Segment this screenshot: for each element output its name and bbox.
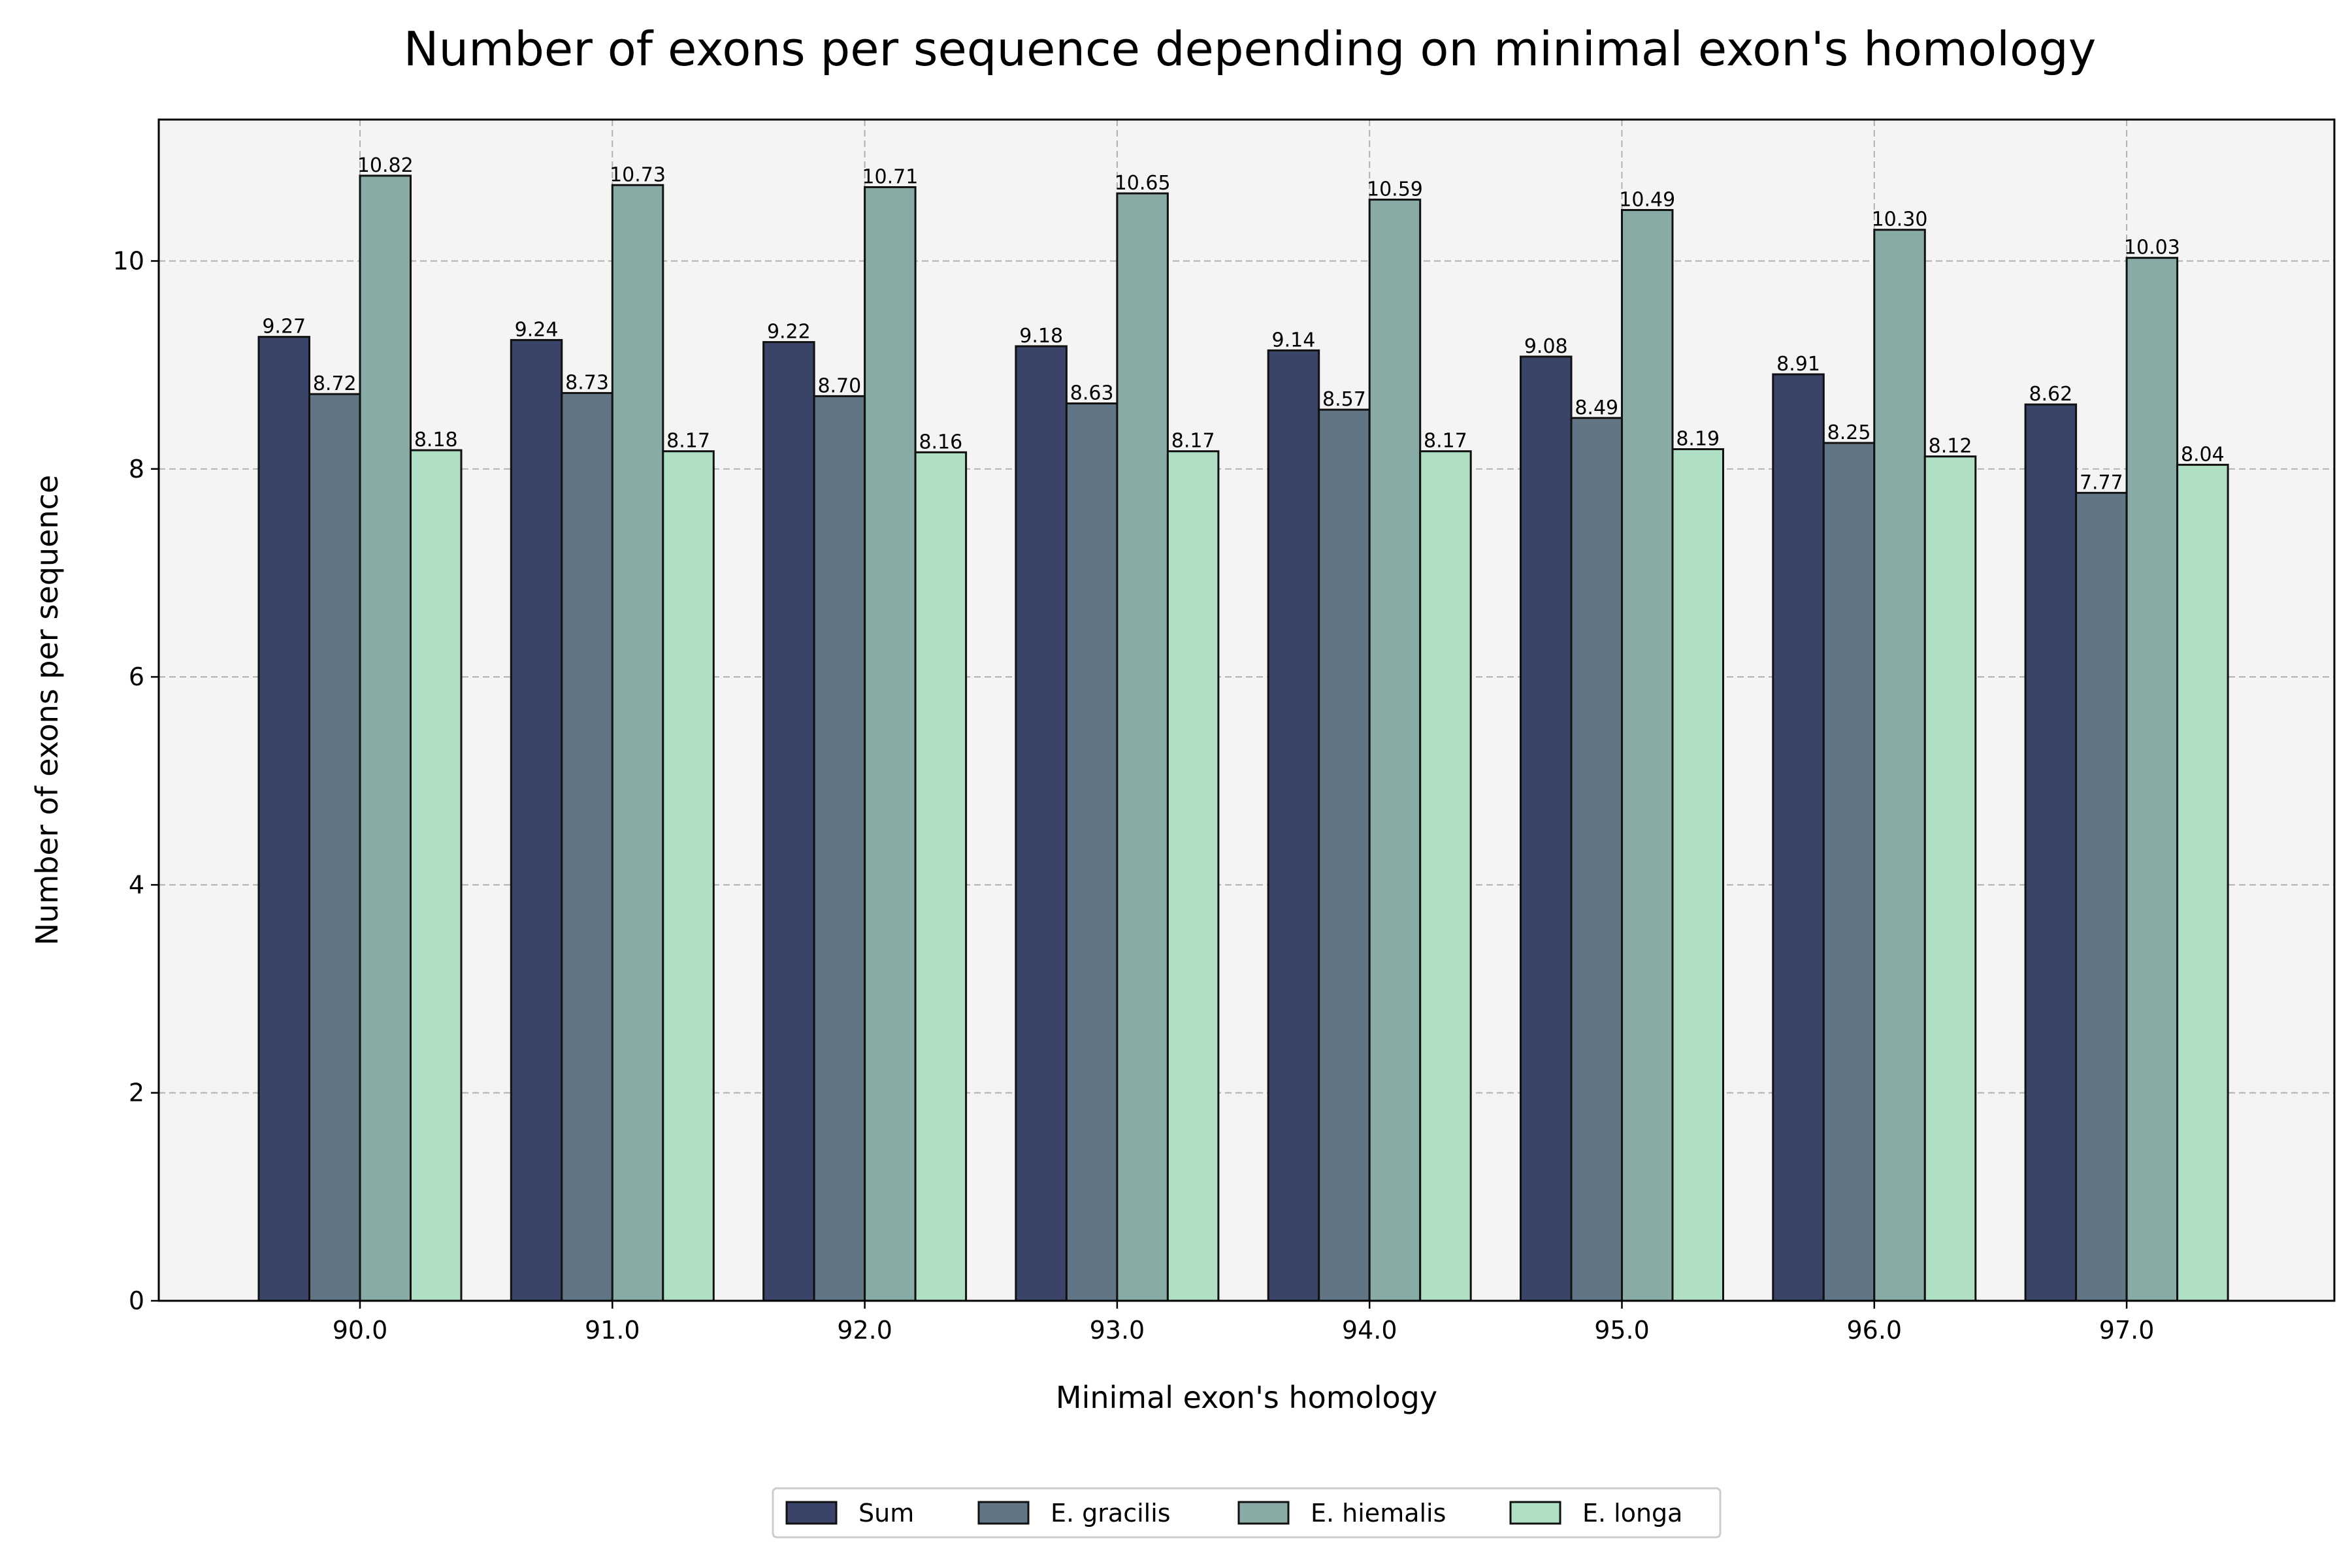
bar (1822, 442, 1876, 1302)
bar (1116, 192, 1169, 1302)
bar (1318, 408, 1371, 1302)
x-tick-label: 90.0 (333, 1316, 388, 1345)
bar-value-label: 7.77 (2080, 471, 2123, 494)
x-axis-ticks: 90.0 91.0 92.0 93.0 94.0 95.0 96.0 97.0 (333, 1301, 2155, 1345)
bar-value-label: 8.16 (919, 431, 962, 453)
bar (914, 451, 968, 1302)
bar-value-label: 8.63 (1070, 382, 1114, 404)
x-tick-label: 96.0 (1846, 1316, 1902, 1345)
bar (762, 341, 815, 1302)
bar (864, 186, 917, 1302)
bar (410, 449, 463, 1302)
bar (2024, 403, 2078, 1302)
bar-value-label: 9.08 (1524, 335, 1568, 358)
bar (1419, 450, 1472, 1302)
bar (813, 395, 866, 1302)
y-axis-label: Number of exons per sequence (29, 475, 65, 945)
plot-frame (157, 118, 2336, 1302)
bar-value-label: 9.14 (1272, 329, 1316, 351)
bar-value-label: 8.04 (2181, 443, 2225, 466)
y-tick-label: 8 (129, 455, 144, 483)
bar-value-label: 8.17 (1171, 430, 1215, 453)
bar (2125, 257, 2179, 1302)
bar (510, 338, 563, 1302)
bar (611, 184, 664, 1302)
legend-label: E. longa (1582, 1499, 1682, 1527)
y-tick-label: 2 (129, 1079, 144, 1107)
y-tick-label: 6 (129, 662, 144, 691)
bar (1873, 229, 1926, 1302)
x-tick-label: 92.0 (837, 1316, 892, 1345)
bar (1923, 455, 1977, 1302)
bar (257, 336, 310, 1302)
legend-swatch (1237, 1501, 1290, 1525)
bar (2176, 463, 2229, 1302)
bar-value-label: 8.57 (1322, 388, 1366, 411)
bar-value-label: 8.25 (1827, 421, 1871, 444)
x-tick-label: 91.0 (585, 1316, 640, 1345)
legend-label: E. gracilis (1051, 1499, 1171, 1527)
bar (1621, 208, 1674, 1302)
bar-value-label: 9.18 (1019, 325, 1063, 348)
bar-value-label: 9.27 (262, 316, 306, 338)
x-tick-label: 97.0 (2099, 1316, 2155, 1345)
bar (561, 392, 613, 1302)
legend: Sum E. gracilis E. hiemalis E. longa (772, 1487, 1722, 1539)
bar (359, 174, 412, 1302)
bar-value-label: 8.17 (1424, 430, 1467, 453)
bar-value-label: 10.03 (2124, 237, 2180, 259)
bar-value-label: 10.82 (357, 154, 414, 177)
bar (1166, 450, 1220, 1302)
x-axis-label: Minimal exon's homology (1056, 1380, 1437, 1415)
bar-value-label: 10.59 (1367, 178, 1423, 201)
bars (257, 174, 2229, 1302)
y-tick-label: 10 (113, 246, 144, 275)
bar-value-label: 10.30 (1872, 208, 1928, 231)
bar-value-label: 8.49 (1575, 397, 1618, 419)
y-tick-label: 0 (129, 1286, 144, 1315)
bar-value-label: 8.18 (414, 429, 458, 451)
y-tick-label: 4 (129, 870, 144, 899)
legend-label: E. hiemalis (1311, 1499, 1446, 1527)
bar-value-label: 8.19 (1676, 428, 1720, 451)
x-tick-label: 93.0 (1090, 1316, 1145, 1345)
bar (2075, 491, 2128, 1302)
bar-value-label: 10.71 (862, 165, 918, 188)
bar-value-label: 8.72 (313, 372, 357, 395)
bar (1671, 448, 1724, 1302)
data-labels: 9.27 9.24 9.22 9.18 9.14 9.08 8.91 8.62 8.72 8.73… (262, 154, 2224, 494)
x-tick-label: 95.0 (1594, 1316, 1650, 1345)
bar-value-label: 9.22 (767, 321, 811, 344)
bar (662, 450, 715, 1302)
bar-value-label: 10.49 (1619, 188, 1675, 211)
bar-value-label: 8.12 (1929, 435, 1972, 458)
bar-value-label: 8.91 (1776, 353, 1820, 376)
bar-value-label: 8.70 (817, 374, 861, 397)
bar-value-label: 10.65 (1115, 172, 1171, 195)
bar-value-label: 9.24 (515, 318, 559, 341)
bar (308, 393, 361, 1302)
bar-value-label: 8.73 (565, 372, 609, 395)
y-axis-ticks: 0 2 4 6 8 10 (113, 246, 159, 1315)
bar-value-label: 8.17 (666, 430, 710, 453)
legend-swatch (1509, 1501, 1561, 1525)
x-tick-label: 94.0 (1342, 1316, 1397, 1345)
bar (1015, 345, 1068, 1302)
bar (1772, 373, 1825, 1302)
legend-swatch (977, 1501, 1030, 1525)
legend-label: Sum (858, 1499, 914, 1527)
bar (1520, 355, 1573, 1302)
bar (1570, 417, 1623, 1302)
bar (1368, 199, 1422, 1302)
chart-title: Number of exons per sequence depending o… (404, 22, 2097, 76)
bar-value-label: 10.73 (610, 163, 666, 186)
bar-value-label: 8.62 (2029, 383, 2072, 406)
bar (1267, 349, 1320, 1302)
bar (1065, 402, 1119, 1302)
legend-swatch (785, 1501, 838, 1525)
plot-area (159, 120, 2334, 1301)
